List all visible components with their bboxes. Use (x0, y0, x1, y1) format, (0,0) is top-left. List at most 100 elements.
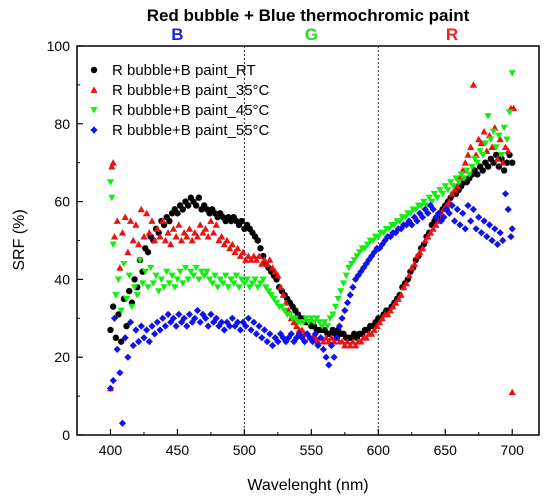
data-point (210, 229, 218, 236)
data-point (285, 334, 293, 342)
data-point (342, 272, 350, 280)
data-point (310, 319, 318, 326)
data-point (254, 237, 261, 244)
data-point (255, 322, 263, 330)
data-point (122, 296, 131, 303)
data-point (426, 229, 435, 236)
data-point (469, 81, 477, 88)
data-point (321, 319, 329, 326)
data-point (108, 163, 116, 170)
data-point (334, 296, 342, 303)
data-point (323, 323, 331, 330)
data-point (114, 276, 123, 283)
data-point (362, 260, 370, 268)
data-point (439, 190, 447, 198)
data-point (484, 113, 492, 120)
data-point (113, 345, 121, 353)
data-point (183, 322, 191, 330)
data-point (200, 272, 208, 280)
data-point (429, 225, 437, 232)
x-tick-label-700: 700 (501, 442, 525, 458)
data-point (109, 241, 117, 248)
data-point (244, 252, 252, 259)
data-point (413, 217, 421, 225)
data-point (346, 341, 354, 349)
data-point (445, 209, 453, 217)
data-point (500, 167, 508, 174)
data-point (218, 233, 226, 240)
legend-marker-2 (90, 107, 98, 114)
data-point (329, 311, 337, 318)
data-point (474, 171, 481, 178)
data-point (153, 225, 161, 232)
data-point (500, 124, 508, 132)
data-point (176, 268, 184, 276)
data-point (161, 322, 169, 330)
data-point (331, 303, 340, 311)
data-point (461, 159, 469, 166)
data-point (238, 217, 245, 225)
data-point (202, 225, 210, 232)
data-point (263, 260, 271, 267)
data-point (240, 280, 248, 287)
data-point (318, 323, 326, 330)
data-points (106, 70, 518, 427)
data-point (117, 338, 125, 345)
data-point (429, 205, 437, 213)
data-point (317, 334, 325, 342)
data-point (464, 151, 472, 158)
data-point (208, 280, 216, 287)
data-point (163, 268, 171, 276)
data-point (251, 276, 259, 283)
data-point (268, 264, 277, 271)
data-point (160, 284, 168, 291)
data-point (370, 326, 378, 333)
data-point (191, 314, 199, 322)
data-point (266, 330, 274, 338)
data-point (397, 291, 405, 298)
data-point (120, 261, 128, 268)
data-point (341, 341, 349, 349)
data-point (274, 271, 282, 279)
y-tick-label-100: 100 (47, 38, 71, 54)
y-tick-label-60: 60 (54, 194, 70, 210)
data-point (212, 221, 220, 228)
data-point (246, 284, 254, 291)
data-point (129, 341, 137, 350)
data-point (508, 388, 516, 396)
data-point (453, 182, 461, 189)
data-point (232, 272, 240, 280)
data-point (361, 245, 369, 252)
data-point (322, 334, 330, 341)
data-point (314, 341, 322, 350)
data-point (252, 256, 260, 263)
reference-lines (243, 46, 379, 435)
data-point (110, 233, 119, 240)
data-point (489, 128, 498, 136)
data-point (118, 229, 127, 236)
data-point (260, 326, 269, 334)
data-point (276, 283, 285, 291)
data-point (505, 109, 514, 116)
data-point (444, 187, 452, 194)
data-point (392, 299, 400, 306)
data-point (436, 187, 444, 194)
data-point (177, 236, 186, 244)
y-tick-label-0: 0 (62, 427, 70, 443)
data-point (256, 280, 265, 287)
data-point (311, 330, 319, 338)
data-point (151, 236, 159, 244)
data-point (223, 236, 231, 244)
data-point (326, 315, 334, 322)
data-point (219, 280, 227, 287)
data-point (234, 244, 242, 252)
data-point (266, 256, 274, 263)
data-point (143, 326, 151, 334)
data-point (443, 205, 451, 213)
data-point (148, 322, 156, 330)
data-point (258, 334, 266, 342)
data-point (420, 198, 428, 206)
data-point (369, 237, 377, 245)
data-point (191, 229, 199, 236)
data-point (416, 248, 424, 256)
